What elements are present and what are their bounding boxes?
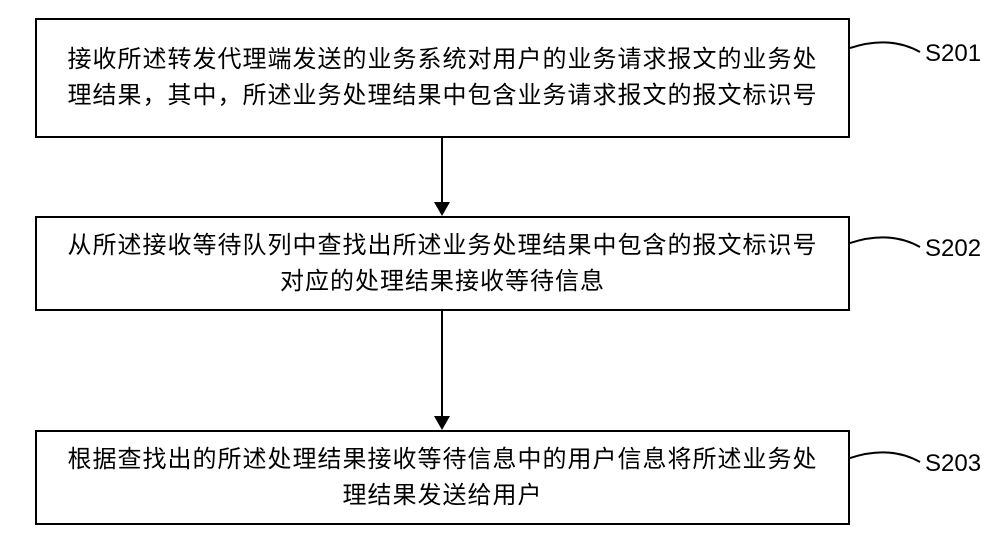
step-label-s201: S201 bbox=[925, 40, 981, 68]
step-box-s202: 从所述接收等待队列中查找出所述业务处理结果中包含的报文标识号对应的处理结果接收等… bbox=[35, 216, 850, 311]
step-label-s203: S203 bbox=[925, 450, 981, 478]
arrow-line-2 bbox=[441, 311, 443, 416]
arrow-head-1 bbox=[434, 202, 450, 216]
connector-s203 bbox=[850, 440, 925, 485]
arrow-line-1 bbox=[441, 138, 443, 202]
step-box-s201: 接收所述转发代理端发送的业务系统对用户的业务请求报文的业务处理结果，其中，所述业… bbox=[35, 18, 850, 138]
step-text-s202: 从所述接收等待队列中查找出所述业务处理结果中包含的报文标识号对应的处理结果接收等… bbox=[57, 228, 828, 300]
step-box-s203: 根据查找出的所述处理结果接收等待信息中的用户信息将所述业务处理结果发送给用户 bbox=[35, 430, 850, 525]
connector-s201 bbox=[850, 30, 925, 75]
arrow-head-2 bbox=[434, 416, 450, 430]
connector-s202 bbox=[850, 225, 925, 270]
flowchart-container: 接收所述转发代理端发送的业务系统对用户的业务请求报文的业务处理结果，其中，所述业… bbox=[0, 0, 1000, 552]
step-text-s203: 根据查找出的所述处理结果接收等待信息中的用户信息将所述业务处理结果发送给用户 bbox=[57, 442, 828, 514]
step-label-s202: S202 bbox=[925, 235, 981, 263]
step-text-s201: 接收所述转发代理端发送的业务系统对用户的业务请求报文的业务处理结果，其中，所述业… bbox=[57, 42, 828, 114]
